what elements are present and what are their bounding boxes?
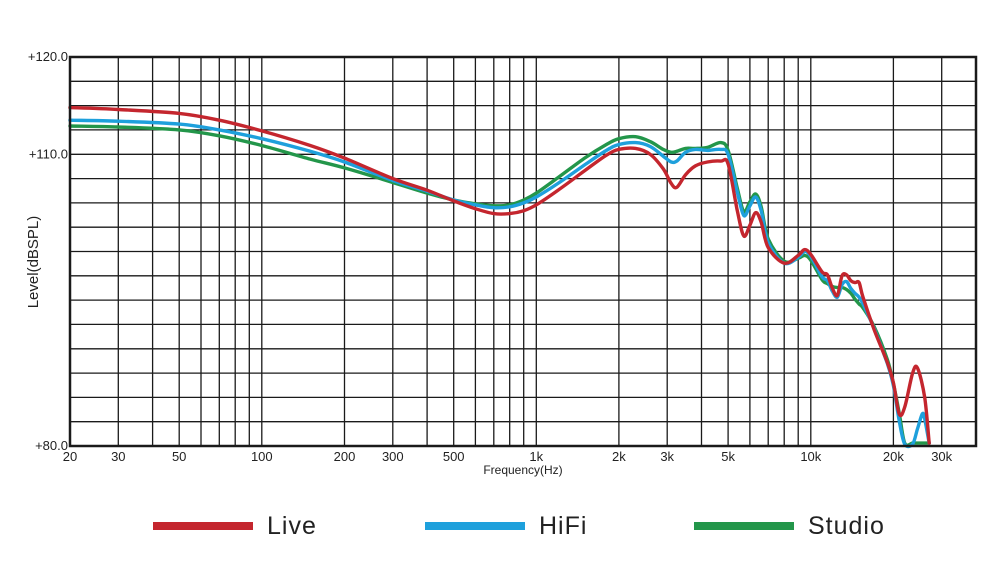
- series-layer: [68, 105, 931, 449]
- y-tick-label: +80.0: [35, 438, 68, 453]
- x-tick-label: 1k: [529, 449, 543, 464]
- series-line-live: [68, 105, 931, 445]
- legend-label-studio: Studio: [808, 511, 885, 540]
- y-tick-labels: +120.0 +110.0 +80.0: [28, 49, 68, 453]
- x-tick-label: 200: [334, 449, 356, 464]
- x-tick-label: 30: [111, 449, 125, 464]
- grid: [70, 57, 976, 446]
- x-tick-label: 50: [172, 449, 186, 464]
- legend: Live HiFi Studio: [0, 506, 1000, 546]
- x-tick-label: 100: [251, 449, 273, 464]
- legend-item-live: Live: [153, 506, 317, 546]
- x-tick-label: 500: [443, 449, 465, 464]
- legend-label-live: Live: [267, 511, 317, 540]
- legend-item-studio: Studio: [694, 506, 885, 546]
- x-tick-label: 30k: [931, 449, 952, 464]
- legend-swatch-hifi: [425, 522, 525, 530]
- y-tick-label: +110.0: [29, 146, 68, 161]
- legend-item-hifi: HiFi: [425, 506, 587, 546]
- x-tick-label: 20k: [883, 449, 904, 464]
- x-tick-label: 20: [63, 449, 77, 464]
- x-tick-label: 2k: [612, 449, 626, 464]
- x-tick-labels: 20 30 50 100 200 300 500 1k 2k 3k 5k 10k 20k 30k: [63, 449, 953, 464]
- x-axis-label: Frequency(Hz): [483, 463, 562, 477]
- plot-frame: [68, 55, 978, 448]
- x-tick-label: 300: [382, 449, 404, 464]
- y-tick-label: +120.0: [28, 49, 68, 64]
- x-tick-label: 3k: [660, 449, 674, 464]
- x-tick-label: 10k: [800, 449, 821, 464]
- x-tick-label: 5k: [721, 449, 735, 464]
- legend-swatch-studio: [694, 522, 794, 530]
- legend-label-hifi: HiFi: [539, 511, 588, 540]
- y-axis-label: Level(dBSPL): [25, 216, 42, 309]
- legend-swatch-live: [153, 522, 253, 530]
